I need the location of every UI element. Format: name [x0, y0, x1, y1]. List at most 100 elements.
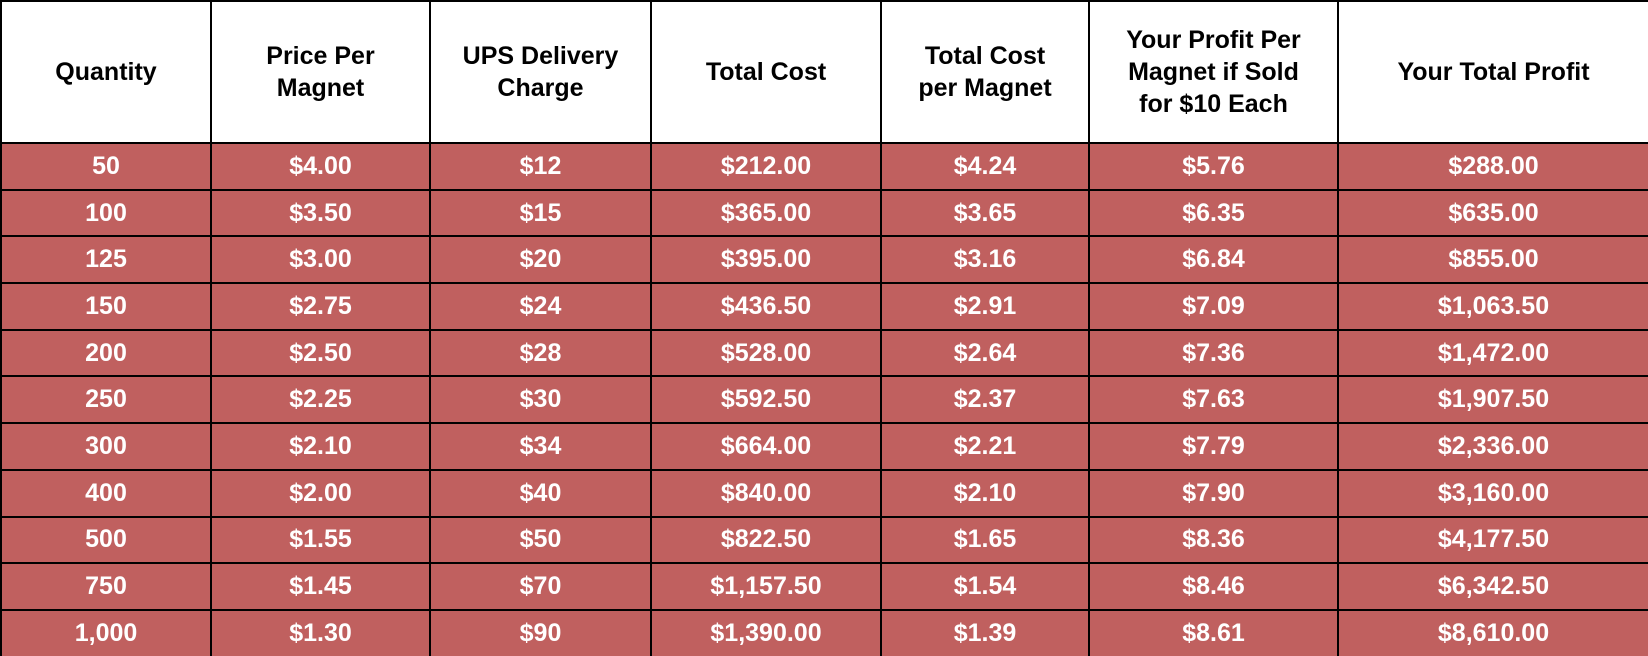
table-cell: $28 — [429, 328, 652, 378]
table-cell: $7.79 — [1088, 422, 1339, 471]
table-cell: $2.75 — [210, 282, 431, 331]
table-cell: $2.37 — [880, 375, 1090, 425]
table-cell: $70 — [429, 562, 652, 611]
table-header: Quantity Price Per Magnet UPS Delivery Charg… — [0, 0, 1648, 144]
header-row: Quantity Price Per Magnet UPS Delivery Charg… — [0, 0, 1648, 144]
header-line: Your Profit Per — [1126, 26, 1301, 54]
table-row: 1,000 $1.30 $90 $1,390.00 $1.39 $8.61 $8,610.0… — [0, 608, 1648, 656]
table-cell: $212.00 — [650, 142, 882, 191]
table-cell: 1,000 — [0, 608, 212, 656]
header-line: for $10 Each — [1139, 90, 1288, 118]
table-cell: $34 — [429, 422, 652, 471]
table-cell: $5.76 — [1088, 142, 1339, 191]
table-cell: $840.00 — [650, 468, 882, 518]
table-cell: $1,472.00 — [1337, 328, 1648, 378]
table-cell: $1,907.50 — [1337, 375, 1648, 425]
table-body: 50 $4.00 $12 $212.00 $4.24 $5.76 $288.00 100 $3.… — [0, 142, 1648, 656]
table-cell: $3,160.00 — [1337, 468, 1648, 518]
table-cell: $288.00 — [1337, 142, 1648, 191]
table-cell: $1.55 — [210, 515, 431, 565]
table-row: 150 $2.75 $24 $436.50 $2.91 $7.09 $1,063.50 — [0, 282, 1648, 331]
table-cell: 300 — [0, 422, 212, 471]
table-cell: $822.50 — [650, 515, 882, 565]
table-cell: $855.00 — [1337, 235, 1648, 285]
table-row: 250 $2.25 $30 $592.50 $2.37 $7.63 $1,907.50 — [0, 375, 1648, 425]
table-cell: $20 — [429, 235, 652, 285]
table-cell: $90 — [429, 608, 652, 656]
table-cell: 50 — [0, 142, 212, 191]
table-cell: $7.63 — [1088, 375, 1339, 425]
table-cell: $3.16 — [880, 235, 1090, 285]
table-cell: $3.50 — [210, 188, 431, 238]
table-cell: $3.00 — [210, 235, 431, 285]
table-row: 200 $2.50 $28 $528.00 $2.64 $7.36 $1,472.00 — [0, 328, 1648, 378]
table-cell: $6.84 — [1088, 235, 1339, 285]
table-cell: $24 — [429, 282, 652, 331]
header-line: Magnet — [276, 74, 365, 102]
table-cell: $528.00 — [650, 328, 882, 378]
table-cell: $1.39 — [880, 608, 1090, 656]
table-cell: $7.90 — [1088, 468, 1339, 518]
header-line: per Magnet — [918, 74, 1052, 102]
table-cell: $2.00 — [210, 468, 431, 518]
table-cell: $8.46 — [1088, 562, 1339, 611]
header-line: UPS Delivery — [462, 42, 619, 70]
table-cell: $1.30 — [210, 608, 431, 656]
header-line: Quantity — [55, 58, 157, 86]
table-cell: $395.00 — [650, 235, 882, 285]
table-cell: $4.00 — [210, 142, 431, 191]
table-cell: 750 — [0, 562, 212, 611]
header-cell: UPS Delivery Charge — [429, 0, 652, 144]
table-cell: $2,336.00 — [1337, 422, 1648, 471]
table-row: 400 $2.00 $40 $840.00 $2.10 $7.90 $3,160.00 — [0, 468, 1648, 518]
header-cell: Your Profit Per Magnet if Sold for $10 Eac… — [1088, 0, 1339, 144]
table-cell: 400 — [0, 468, 212, 518]
header-cell: Price Per Magnet — [210, 0, 431, 144]
table-cell: $664.00 — [650, 422, 882, 471]
table-cell: 200 — [0, 328, 212, 378]
table-cell: $1.45 — [210, 562, 431, 611]
header-line: Total Cost — [705, 58, 827, 86]
header-line: Total Cost — [924, 42, 1046, 70]
table-cell: $7.09 — [1088, 282, 1339, 331]
table-cell: $30 — [429, 375, 652, 425]
table-cell: $8.36 — [1088, 515, 1339, 565]
table-cell: $635.00 — [1337, 188, 1648, 238]
table-cell: 100 — [0, 188, 212, 238]
header-cell: Total Cost — [650, 0, 882, 144]
header-line: Your Total Profit — [1397, 58, 1590, 86]
table-cell: $50 — [429, 515, 652, 565]
table-cell: $592.50 — [650, 375, 882, 425]
table-cell: $8,610.00 — [1337, 608, 1648, 656]
table-cell: $4.24 — [880, 142, 1090, 191]
table-cell: $6,342.50 — [1337, 562, 1648, 611]
table-cell: $436.50 — [650, 282, 882, 331]
table-cell: $12 — [429, 142, 652, 191]
table-cell: $15 — [429, 188, 652, 238]
table-cell: $1,063.50 — [1337, 282, 1648, 331]
table-row: 100 $3.50 $15 $365.00 $3.65 $6.35 $635.00 — [0, 188, 1648, 238]
table-cell: $2.21 — [880, 422, 1090, 471]
table-cell: $1.54 — [880, 562, 1090, 611]
table-cell: $1,157.50 — [650, 562, 882, 611]
table-cell: $2.50 — [210, 328, 431, 378]
table-cell: $365.00 — [650, 188, 882, 238]
table-cell: $3.65 — [880, 188, 1090, 238]
table-cell: $8.61 — [1088, 608, 1339, 656]
table-cell: $4,177.50 — [1337, 515, 1648, 565]
table-cell: $1.65 — [880, 515, 1090, 565]
table-row: 125 $3.00 $20 $395.00 $3.16 $6.84 $855.00 — [0, 235, 1648, 285]
header-line: Price Per — [266, 42, 375, 70]
table-cell: $2.25 — [210, 375, 431, 425]
header-line: Charge — [497, 74, 584, 102]
table-row: 300 $2.10 $34 $664.00 $2.21 $7.79 $2,336.00 — [0, 422, 1648, 471]
table-row: 500 $1.55 $50 $822.50 $1.65 $8.36 $4,177.50 — [0, 515, 1648, 565]
header-line: Magnet if Sold — [1128, 58, 1299, 86]
table-cell: $2.91 — [880, 282, 1090, 331]
table-cell: 500 — [0, 515, 212, 565]
table-cell: 150 — [0, 282, 212, 331]
table-cell: $6.35 — [1088, 188, 1339, 238]
table-cell: 250 — [0, 375, 212, 425]
